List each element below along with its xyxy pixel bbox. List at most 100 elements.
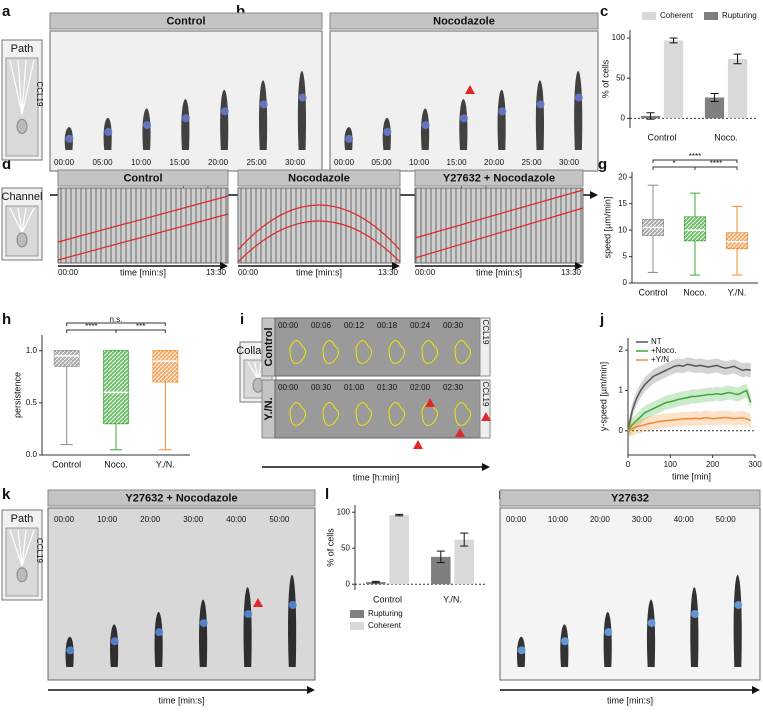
y-axis-label: % of cells: [325, 528, 335, 567]
chemokine: CCL19: [35, 82, 44, 107]
schematic-chamber: [5, 205, 39, 257]
y-tick-label: 1: [619, 386, 624, 395]
x-axis-label: time [min]: [672, 471, 711, 481]
red-arrowhead: [481, 412, 491, 421]
legend-label: NT: [651, 337, 662, 346]
y-axis-label: persistence: [12, 372, 22, 418]
legend-label: Rupturing: [368, 609, 403, 618]
timestamp: 40:00: [674, 515, 695, 524]
chemokine: CCL19: [481, 382, 490, 407]
y-tick-label: 0.5: [26, 398, 38, 407]
y-tick-label: 0: [619, 426, 624, 435]
legend-label: Rupturing: [722, 11, 757, 20]
cell-outline: [388, 402, 405, 426]
cell: [243, 587, 252, 667]
panel-letter: k: [2, 486, 11, 503]
bar: [704, 97, 725, 119]
schematic-path: [247, 361, 259, 380]
x-tick-label: 100: [664, 460, 678, 469]
timestamp: 10:00: [131, 158, 152, 167]
axis-label: time [min:s]: [607, 695, 653, 705]
track-outline: [57, 195, 229, 243]
timestamp: 50:00: [269, 515, 290, 524]
nucleus: [199, 619, 208, 628]
panel-header: [57, 169, 229, 187]
timestamp: 00:30: [443, 321, 464, 330]
timestamp: 00:24: [410, 321, 431, 330]
timestamp: 05:00: [93, 158, 114, 167]
y-tick-label: 0: [346, 579, 351, 588]
schematic-cell: [16, 232, 28, 248]
timestamp: 15:00: [447, 158, 468, 167]
box-hatch: [726, 232, 748, 249]
significance-label: ****: [689, 152, 701, 161]
timestamp: 25:00: [247, 158, 268, 167]
row-label: Y./N.: [263, 397, 275, 420]
x-tick-label: Noco.: [104, 459, 128, 469]
cell: [154, 611, 163, 667]
cell-outline: [421, 340, 438, 364]
panel-header: [47, 489, 316, 507]
schematic-cell: [16, 118, 28, 134]
nucleus: [460, 114, 468, 123]
cell: [297, 71, 306, 150]
schematic-path: [17, 59, 23, 115]
panel-letter: l: [325, 486, 329, 503]
track-outline: [237, 220, 401, 263]
axis-label: time [min:s]: [120, 267, 166, 277]
row-label: Control: [263, 327, 275, 366]
axis-label: time [min:s]: [476, 267, 522, 277]
schematic-path: [254, 361, 259, 380]
timestamp: 20:00: [590, 515, 611, 524]
y-tick-label: 0: [623, 278, 628, 287]
x-tick-label: 200: [706, 460, 720, 469]
y-tick-label: 5: [623, 252, 628, 261]
cell: [459, 99, 468, 150]
arrow-head: [220, 262, 228, 270]
nucleus: [498, 107, 507, 116]
timestamp: 15:00: [170, 158, 191, 167]
x-tick-label: 300: [748, 460, 762, 469]
cell: [110, 624, 119, 667]
schematic-cell: [16, 567, 28, 583]
timestamp: 00:00: [278, 321, 299, 330]
timestamp: 05:00: [372, 158, 393, 167]
nucleus: [604, 628, 613, 637]
nucleus: [298, 93, 307, 102]
axis-label: time [min:s]: [296, 267, 342, 277]
red-arrowhead: [413, 440, 423, 449]
arrow-head: [590, 191, 598, 199]
bar: [389, 515, 409, 585]
time-start: 00:00: [415, 268, 436, 277]
panel-header: [499, 489, 761, 507]
schematic-path: [9, 207, 23, 233]
panel-letter: d: [2, 156, 11, 173]
cell-outline: [454, 340, 471, 364]
time-start: 00:00: [238, 268, 259, 277]
timestamp: 30:00: [632, 515, 653, 524]
timestamp: 10:00: [97, 515, 118, 524]
cell-outline: [289, 402, 306, 426]
micrograph: [499, 507, 761, 681]
panel-header-text: Y27632 + Nocodazole: [125, 492, 237, 504]
timestamp: 00:12: [344, 321, 365, 330]
timestamp: 25:00: [522, 158, 543, 167]
timestamp: 02:00: [410, 383, 431, 392]
schematic-path: [17, 529, 23, 566]
panel-header: [414, 169, 584, 187]
nucleus: [574, 93, 583, 102]
panel-header-text: Control: [166, 15, 205, 27]
chemokine-tab: [479, 317, 491, 377]
significance-label: n.s.: [110, 315, 123, 324]
bar: [727, 58, 748, 119]
schematic-path: [21, 59, 27, 115]
schematic-label: Channel: [2, 191, 43, 203]
time-end: 13:30: [378, 268, 399, 277]
x-tick-label: Noco.: [714, 132, 738, 142]
schematic-path: [21, 207, 35, 233]
x-tick-label: 0: [626, 460, 631, 469]
panel-header-text: Control: [123, 172, 162, 184]
nucleus: [345, 134, 354, 143]
schematic-path: [21, 59, 35, 115]
y-tick-label: 10: [618, 225, 627, 234]
